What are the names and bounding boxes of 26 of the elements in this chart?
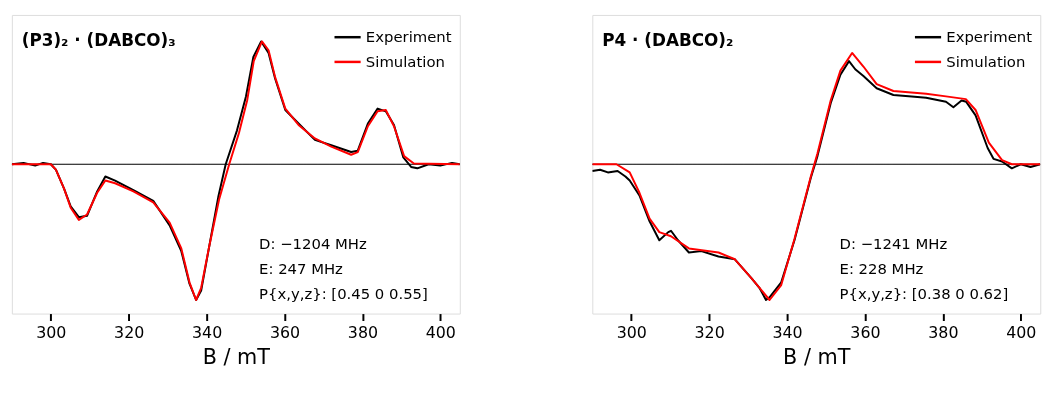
x-tick-label: 300: [36, 322, 67, 342]
x-tick-label: 320: [114, 322, 145, 342]
legend-label: Simulation: [946, 52, 1026, 70]
annotation: E: 228 MHz: [839, 260, 924, 278]
legend-label: Simulation: [365, 52, 445, 70]
annotation: P{x,y,z}: [0.38 0 0.62]: [839, 284, 1009, 302]
legend-label: Experiment: [365, 28, 452, 46]
x-tick-label: 400: [425, 322, 456, 342]
x-tick-label: 380: [347, 322, 379, 342]
x-tick-label: 300: [616, 322, 647, 342]
x-axis-title: B / mT: [202, 344, 271, 369]
chart-title: (P3)₂ · (DABCO)₃: [21, 29, 176, 50]
x-tick-label: 320: [694, 322, 725, 342]
x-tick-label: 340: [192, 322, 223, 342]
annotation: D: −1241 MHz: [839, 235, 948, 253]
x-tick-label: 340: [772, 322, 803, 342]
annotation: P{x,y,z}: [0.45 0 0.55]: [259, 284, 428, 302]
chart-title: P4 · (DABCO)₂: [602, 29, 734, 50]
x-tick-label: 400: [1006, 322, 1037, 342]
x-tick-label: 380: [928, 322, 959, 342]
x-tick-label: 360: [850, 322, 881, 342]
x-tick-label: 360: [269, 322, 301, 342]
legend-label: Experiment: [946, 28, 1033, 46]
annotation: D: −1204 MHz: [259, 235, 368, 253]
annotation: E: 247 MHz: [259, 260, 344, 278]
x-axis-title: B / mT: [783, 344, 851, 369]
